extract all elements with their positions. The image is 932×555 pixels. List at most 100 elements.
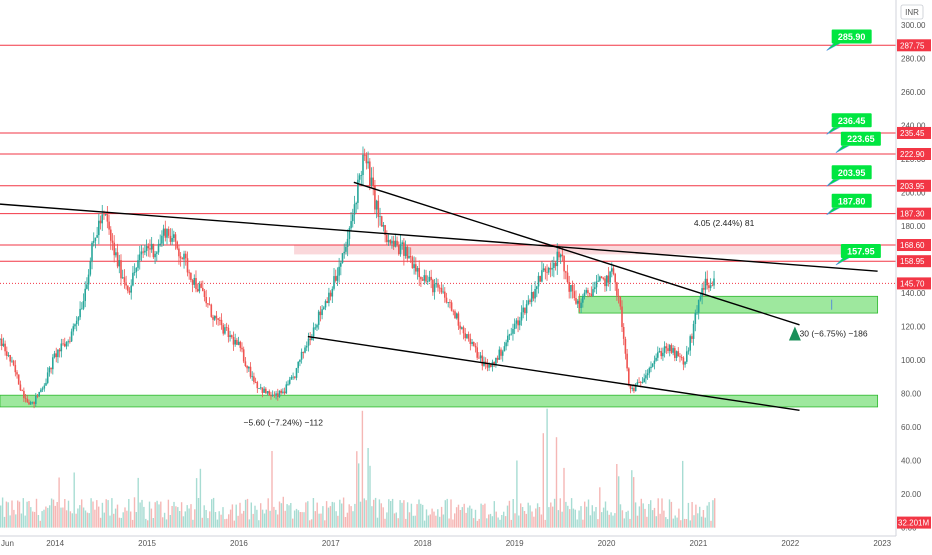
- candle-body: [213, 315, 216, 320]
- volume-bar: [403, 500, 405, 528]
- volume-bar: [122, 512, 124, 528]
- candle-body: [248, 366, 250, 369]
- volume-bar: [188, 508, 190, 528]
- candle-body: [399, 244, 402, 255]
- candle-body: [401, 242, 403, 244]
- candle-body: [633, 388, 635, 392]
- candle-body: [249, 366, 252, 377]
- price-callout-pointer: [826, 127, 840, 135]
- candle-body: [375, 200, 378, 210]
- volume-bar: [231, 504, 234, 528]
- candle-body: [651, 363, 654, 367]
- volume-bar: [384, 518, 386, 528]
- volume-bar: [256, 509, 258, 528]
- volume-bar: [212, 497, 215, 528]
- trendlines-layer: [0, 181, 878, 411]
- candle-body: [67, 341, 69, 343]
- candle-body: [520, 312, 523, 321]
- y-axis: INR0.0020.0040.0060.0080.00100.00120.001…: [895, 0, 932, 550]
- annotations-layer: 4.05 (2.44%) 81 −5.60 (−7.24%) −112 30 (−6…: [244, 218, 868, 427]
- volume-bar: [390, 501, 392, 528]
- volume-bar: [380, 503, 382, 528]
- candle-body: [621, 306, 623, 327]
- candle-body: [305, 345, 308, 348]
- volume-bar: [327, 507, 330, 528]
- candle-body: [11, 360, 13, 362]
- volume-bar: [199, 468, 202, 528]
- volume-bar: [98, 506, 100, 528]
- candle-body: [6, 351, 8, 356]
- candle-body: [185, 253, 187, 259]
- volume-bar: [699, 506, 701, 528]
- current-price-tag-label: 145.70: [900, 279, 925, 288]
- volume-bar: [371, 506, 373, 528]
- volume-bar: [488, 514, 490, 528]
- candle-body: [611, 268, 613, 272]
- volume-bar: [356, 451, 358, 528]
- candle-body: [312, 327, 315, 337]
- volume-bar: [708, 502, 710, 528]
- volume-bar: [623, 518, 625, 528]
- volume-bar: [625, 511, 627, 528]
- candle-body: [650, 366, 652, 369]
- volume-bar: [220, 514, 222, 528]
- candle-body: [299, 359, 301, 362]
- volume-bar: [158, 504, 160, 528]
- y-tick-label: 140.00: [901, 289, 926, 298]
- volume-bar: [388, 499, 390, 528]
- candle-body: [670, 345, 673, 353]
- candle-body: [26, 398, 29, 403]
- volume-bar: [305, 502, 307, 528]
- candle-body: [534, 289, 536, 299]
- volume-bar: [288, 505, 290, 528]
- candle-body: [454, 311, 456, 319]
- volume-bar: [324, 520, 326, 528]
- volume-bar: [508, 500, 511, 528]
- price-callout-label: 285.90: [838, 32, 866, 42]
- candle-body: [41, 388, 44, 390]
- candle-body: [607, 275, 610, 283]
- candle-body: [452, 310, 455, 312]
- volume-bar: [361, 410, 364, 528]
- candle-body: [508, 334, 511, 336]
- candle-body: [667, 348, 669, 351]
- candle-body: [421, 279, 424, 281]
- volume-bar: [651, 510, 654, 528]
- volume-bar: [284, 510, 286, 528]
- volume-bar: [60, 507, 62, 528]
- volume-bar: [9, 515, 11, 528]
- candle-body: [542, 268, 545, 271]
- currency-badge: [900, 4, 924, 20]
- volume-bar: [331, 501, 333, 528]
- volume-bar: [373, 499, 375, 528]
- candle-body: [297, 361, 299, 369]
- candle-body: [478, 357, 480, 359]
- volume-bar: [538, 507, 541, 528]
- volume-bar: [657, 498, 659, 528]
- candle-body: [57, 349, 59, 358]
- candle-body: [133, 272, 136, 273]
- volume-bar: [37, 515, 40, 528]
- candle-body: [110, 229, 112, 241]
- volume-bar: [640, 498, 642, 528]
- y-tick-label: 260.00: [901, 88, 926, 97]
- volume-bar: [601, 512, 603, 528]
- volume-bar: [147, 520, 149, 528]
- volume-bar: [250, 502, 252, 528]
- volume-bar: [405, 518, 407, 528]
- candle-body: [563, 256, 565, 272]
- candle-body: [432, 279, 434, 293]
- candle-body: [510, 333, 512, 335]
- volume-bar: [478, 518, 480, 528]
- measurement-label: −5.60 (−7.24%) −112: [244, 417, 324, 427]
- volume-bar: [612, 515, 614, 528]
- y-tick-label: 100.00: [901, 356, 926, 365]
- candle-body: [505, 342, 507, 347]
- candle-body: [285, 384, 288, 394]
- candle-body: [31, 401, 34, 403]
- volume-bar: [467, 507, 469, 528]
- candle-body: [711, 285, 714, 287]
- volume-bar: [41, 511, 43, 528]
- volume-bar: [39, 520, 41, 528]
- candle-body: [229, 335, 231, 337]
